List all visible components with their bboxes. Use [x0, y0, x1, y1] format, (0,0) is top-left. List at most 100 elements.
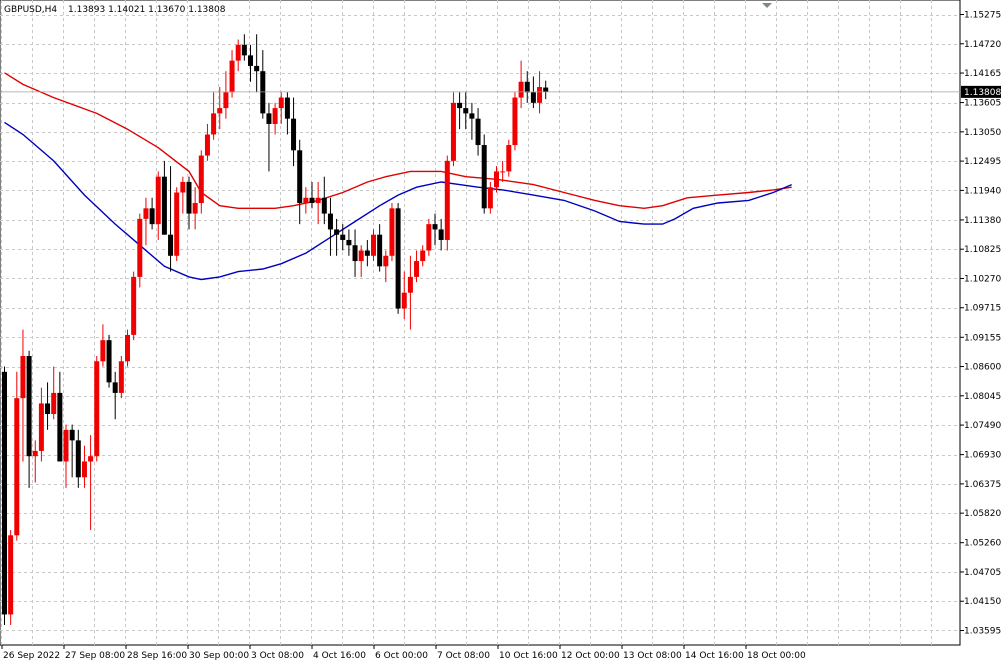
y-tick-label-5: 1.12495: [964, 157, 1001, 167]
candle-84: [518, 60, 524, 109]
candle-body-47: [291, 118, 297, 151]
candle-body-18: [112, 382, 118, 393]
candle-80: [494, 166, 499, 193]
candle-body-19: [118, 361, 124, 393]
y-tick-label-9: 1.10270: [964, 274, 1001, 284]
candle-33: [204, 123, 210, 161]
candle-64: [395, 203, 401, 314]
candle-2: [14, 371, 20, 541]
candle-body-88: [543, 87, 549, 92]
candle-79: [487, 181, 493, 214]
candle-body-65: [401, 292, 407, 309]
x-tick-label-2: 28 Sep 16:00: [127, 651, 187, 661]
candle-45: [278, 92, 284, 124]
candle-25: [155, 171, 161, 240]
candle-1: [8, 530, 14, 625]
candle-18: [112, 371, 118, 420]
ohlc-values: 1.13893 1.14021 1.13670 1.13808: [68, 5, 226, 15]
candle-68: [420, 245, 426, 267]
candle-48: [297, 139, 303, 225]
symbol-label: GBPUSD,H4: [4, 5, 57, 15]
x-tick-label-12: 18 Oct 00:00: [747, 651, 806, 661]
candle-body-75: [463, 108, 469, 114]
candle-47: [291, 97, 297, 167]
y-tick-label-15: 1.06930: [964, 451, 1001, 461]
candle-body-57: [352, 245, 358, 262]
candle-body-72: [444, 160, 450, 240]
candle-body-10: [63, 429, 69, 462]
candle-39: [241, 34, 247, 61]
candle-32: [198, 150, 204, 214]
candle-body-14: [88, 456, 94, 462]
candle-body-8: [51, 392, 57, 415]
candle-19: [118, 355, 124, 399]
candle-body-87: [537, 87, 543, 103]
price-axis: 1.15275 1.14720 1.14165 1.13605 1.13050 1.124…: [0, 11, 1001, 636]
candle-body-66: [407, 276, 413, 293]
candle-26: [161, 160, 167, 235]
y-tick-label-3: 1.13605: [964, 99, 1001, 109]
y-tick-label-10: 1.09715: [964, 304, 1001, 314]
x-tick-label-11: 14 Oct 16:00: [685, 651, 744, 661]
y-tick-label-0: 1.15275: [964, 11, 1001, 21]
candle-11: [69, 424, 75, 478]
candle-53: [327, 197, 333, 256]
candle-body-64: [395, 208, 401, 309]
candle-72: [444, 155, 450, 251]
candle-body-52: [321, 197, 327, 214]
x-tick-label-9: 12 Oct 00:00: [561, 651, 620, 661]
candle-70: [432, 213, 438, 246]
candle-body-79: [487, 187, 493, 209]
chart-shift-triangle-icon[interactable]: [762, 3, 772, 8]
candle-body-27: [168, 234, 174, 256]
candle-22: [137, 213, 143, 288]
candle-0: [2, 366, 7, 625]
candle-body-39: [241, 44, 247, 56]
candle-30: [186, 176, 192, 230]
candle-body-5: [32, 450, 38, 457]
candle-body-29: [180, 181, 186, 193]
candle-body-25: [155, 176, 161, 225]
candle-body-13: [81, 461, 87, 478]
candle-body-15: [94, 361, 100, 457]
y-tick-label-18: 1.05260: [964, 539, 1001, 549]
candle-85: [524, 71, 530, 103]
candle-46: [284, 92, 290, 135]
candle-24: [149, 197, 155, 230]
candle-59: [364, 239, 370, 267]
x-tick-label-7: 7 Oct 08:00: [437, 651, 490, 661]
y-tick-label-20: 1.04150: [964, 597, 1001, 607]
candle-body-7: [45, 403, 51, 415]
chart-background: [0, 0, 961, 646]
candle-body-73: [450, 102, 456, 161]
candle-body-28: [174, 192, 180, 256]
candle-body-34: [211, 113, 217, 135]
candle-54: [334, 218, 340, 256]
candle-43: [266, 102, 272, 172]
candle-66: [407, 255, 413, 330]
candle-56: [346, 229, 352, 256]
candle-body-85: [524, 81, 530, 93]
y-tick-label-8: 1.10825: [964, 245, 1001, 255]
candle-body-60: [371, 234, 376, 256]
candle-body-49: [303, 197, 309, 204]
candle-body-48: [297, 150, 303, 204]
candle-6: [38, 387, 44, 462]
candle-81: [500, 160, 506, 182]
x-tick-label-8: 10 Oct 16:00: [499, 651, 558, 661]
moving-average-red: [4, 72, 792, 210]
candle-57: [352, 229, 358, 277]
moving-average-blue: [4, 121, 792, 281]
candle-62: [383, 250, 389, 283]
candles: [2, 34, 549, 625]
y-tick-label-16: 1.06375: [964, 480, 1001, 490]
candle-4: [26, 350, 32, 488]
candle-16: [100, 324, 106, 367]
candle-86: [530, 76, 536, 109]
candle-body-83: [512, 97, 518, 146]
candle-body-69: [426, 224, 432, 251]
candle-body-50: [309, 197, 315, 204]
candle-75: [463, 92, 469, 130]
candle-body-23: [143, 208, 149, 219]
